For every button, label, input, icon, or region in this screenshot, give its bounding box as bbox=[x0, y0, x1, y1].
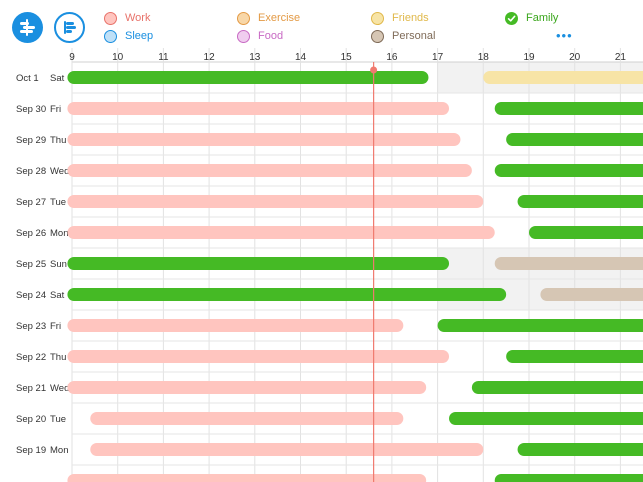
activity-bar-work bbox=[90, 412, 404, 425]
hour-tick-label: 21 bbox=[615, 52, 627, 63]
row-weekday-label: Tue bbox=[50, 414, 66, 425]
activity-bar-family bbox=[494, 164, 643, 177]
legend-dot-food bbox=[237, 29, 250, 43]
row-date-label: Sep 25 bbox=[16, 259, 46, 270]
activity-bar-friends bbox=[483, 71, 643, 84]
hour-tick-label: 17 bbox=[432, 52, 444, 63]
legend-label: Personal bbox=[392, 30, 436, 42]
row-weekday-label: Fri bbox=[50, 104, 61, 115]
legend-item-family[interactable]: Family bbox=[505, 10, 558, 26]
row-date-label: Sep 27 bbox=[16, 197, 46, 208]
row-date-label: Sep 30 bbox=[16, 104, 46, 115]
hour-tick-label: 10 bbox=[112, 52, 124, 63]
row-date-label: Sep 19 bbox=[16, 445, 46, 456]
activity-bar-family bbox=[529, 226, 643, 239]
row-weekday-label: Thu bbox=[50, 135, 66, 146]
legend-dot-personal bbox=[371, 29, 384, 43]
current-time-marker bbox=[370, 66, 378, 74]
activity-bar-family bbox=[506, 133, 643, 146]
hour-tick-label: 19 bbox=[523, 52, 535, 63]
activity-bar-family bbox=[449, 412, 643, 425]
row-weekday-label: Wed bbox=[50, 166, 69, 177]
activity-bar-work bbox=[67, 319, 404, 332]
hour-tick-label: 15 bbox=[341, 52, 353, 63]
activity-bar-work bbox=[67, 102, 450, 115]
activity-bar-work bbox=[67, 381, 427, 394]
legend-item-exercise[interactable]: Exercise bbox=[237, 10, 300, 26]
hour-tick-label: 11 bbox=[158, 52, 169, 63]
activity-bar-work bbox=[67, 195, 484, 208]
row-weekday-label: Fri bbox=[50, 321, 61, 332]
more-dots-icon[interactable]: ••• bbox=[556, 28, 573, 43]
activity-bar-family bbox=[67, 288, 507, 301]
legend-dot-work bbox=[104, 11, 117, 25]
activity-bar-family bbox=[437, 319, 643, 332]
row-weekday-label: Sun bbox=[50, 259, 67, 270]
hour-tick-label: 9 bbox=[69, 52, 75, 63]
hour-tick-label: 20 bbox=[569, 52, 581, 63]
row-weekday-label: Tue bbox=[50, 197, 66, 208]
list-bars-icon bbox=[64, 21, 76, 34]
activity-bar-personal bbox=[494, 257, 643, 270]
row-date-label: Sep 28 bbox=[16, 166, 46, 177]
checkmark-icon bbox=[507, 15, 516, 22]
row-date-label: Sep 22 bbox=[16, 352, 46, 363]
activity-bar-personal bbox=[540, 288, 643, 301]
activity-bar-family bbox=[494, 474, 643, 482]
row-weekday-label: Mon bbox=[50, 445, 68, 456]
legend-label: Exercise bbox=[258, 12, 301, 24]
row-date-label: Sep 21 bbox=[16, 383, 46, 394]
row-weekday-label: Mon bbox=[50, 228, 68, 239]
row-date-label: Sep 29 bbox=[16, 135, 46, 146]
legend-dot-exercise bbox=[237, 11, 250, 25]
activity-bar-family bbox=[517, 195, 643, 208]
legend-label: Food bbox=[258, 30, 284, 42]
legend-label: Friends bbox=[392, 12, 429, 24]
activity-bar-work bbox=[67, 164, 472, 177]
legend-item-personal[interactable]: Personal bbox=[371, 28, 435, 44]
list-view-button[interactable] bbox=[54, 12, 85, 43]
row-weekday-label: Wed bbox=[50, 383, 69, 394]
legend-label: Family bbox=[526, 12, 559, 24]
row-date-label: Sep 20 bbox=[16, 414, 46, 425]
row-weekday-label: Sat bbox=[50, 73, 65, 84]
legend-dot-family bbox=[505, 11, 518, 25]
hour-tick-label: 14 bbox=[295, 52, 307, 63]
hour-tick-label: 12 bbox=[204, 52, 216, 63]
activity-bar-work bbox=[67, 133, 461, 146]
activity-bar-family bbox=[506, 350, 643, 363]
row-date-label: Sep 26 bbox=[16, 228, 46, 239]
activity-bar-family bbox=[471, 381, 643, 394]
activity-bar-work bbox=[67, 474, 427, 482]
activity-bar-work bbox=[67, 350, 450, 363]
activity-bar-family bbox=[67, 257, 450, 270]
hour-tick-label: 13 bbox=[249, 52, 261, 63]
legend-label: Work bbox=[125, 12, 151, 24]
row-date-label: Sep 23 bbox=[16, 321, 46, 332]
activity-bar-family bbox=[67, 71, 429, 84]
legend-item-friends[interactable]: Friends bbox=[371, 10, 429, 26]
row-weekday-label: Thu bbox=[50, 352, 66, 363]
activity-bar-work bbox=[67, 226, 495, 239]
row-date-label: Sep 24 bbox=[16, 290, 46, 301]
hour-tick-label: 18 bbox=[478, 52, 490, 63]
timeline-bars-icon bbox=[20, 19, 35, 36]
legend-item-work[interactable]: Work bbox=[104, 10, 150, 26]
legend-item-sleep[interactable]: Sleep bbox=[104, 28, 153, 44]
activity-bar-family bbox=[517, 443, 643, 456]
activity-bar-family bbox=[494, 102, 643, 115]
legend-dot-friends bbox=[371, 11, 384, 25]
timeline-view-button[interactable] bbox=[12, 12, 43, 43]
legend-item-food[interactable]: Food bbox=[237, 28, 283, 44]
legend-dot-sleep bbox=[104, 29, 117, 43]
row-weekday-label: Sat bbox=[50, 290, 65, 301]
activity-bar-work bbox=[90, 443, 484, 456]
row-date-label: Oct 1 bbox=[16, 73, 39, 84]
hour-tick-label: 16 bbox=[386, 52, 398, 63]
legend-label: Sleep bbox=[125, 30, 154, 42]
